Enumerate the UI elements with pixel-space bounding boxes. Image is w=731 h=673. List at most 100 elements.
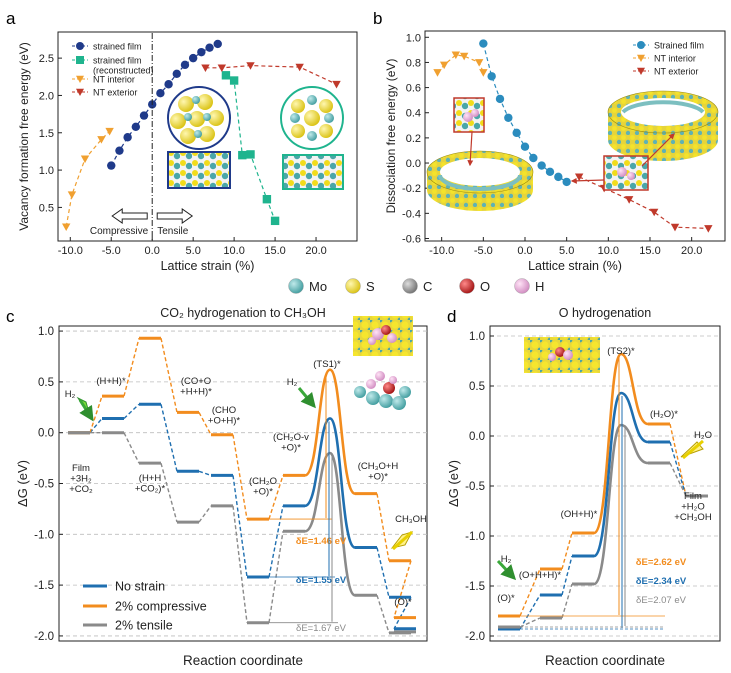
h2-arrow-icon-c1 [76, 396, 94, 422]
chart-c-co2-hydrogenation: -2.0 -1.5 -1.0 -0.5 0.0 0.5 1.0 CO₂ hydrogenati… [15, 306, 428, 668]
level-connector [232, 434, 248, 520]
y-tick-label: -1.0 [34, 529, 54, 541]
data-point [97, 136, 106, 144]
h2-label: H₂ [65, 389, 76, 400]
panel-label-a: a [6, 9, 16, 28]
level-connector [89, 418, 103, 434]
data-point [115, 146, 124, 155]
y-tick-label: 0.2 [406, 133, 421, 145]
delta-e-label: δE=1.55 eV [296, 575, 347, 586]
x-tick-label: 5.0 [559, 245, 574, 257]
data-point [624, 196, 634, 204]
data-point [246, 150, 255, 159]
data-point [238, 150, 247, 160]
legend-label: NT interior [93, 75, 135, 85]
chart-b-dissociation-energy: -10.0 -5.0 0.0 5.0 10.0 15.0 20.0 -0.6 -0.4 -0.2 0… [384, 30, 726, 273]
chart-d-o-hydrogenation: -2.0 -1.5 -1.0 -0.5 0.0 0.5 1.0 O hydrogenation… [446, 306, 721, 668]
state-label: (O+H+H)* [519, 570, 562, 581]
legend-marker [637, 54, 645, 62]
state-label: H₂O [694, 430, 712, 441]
y-tick-label: 0.4 [406, 108, 421, 120]
state-label: (CH₂O-v +O)* [273, 432, 309, 454]
level-connector [198, 470, 212, 477]
level-connector [198, 505, 212, 523]
y-tick-label: -0.6 [402, 233, 421, 245]
level-connector [393, 596, 412, 630]
level-connector [393, 560, 412, 618]
chart-title: O hydrogenation [559, 306, 651, 320]
y-axis-label: Vacancy formation free energy (eV) [17, 42, 31, 231]
level-connector [561, 583, 573, 619]
data-point [574, 173, 584, 182]
state-label: (CO+O +H+H)* [180, 376, 212, 398]
level-connector [519, 617, 541, 628]
data-point [164, 80, 173, 89]
series-line-0 [110, 43, 218, 166]
atom-legend: Mo S C O H [288, 278, 544, 294]
data-point [512, 128, 521, 138]
level-connector [232, 505, 248, 623]
state-label: Film +3H₂ +CO₂ [69, 463, 93, 495]
data-point [188, 53, 198, 63]
y-tick-label: -1.5 [34, 580, 54, 592]
y-axis-label: ΔG (eV) [446, 460, 461, 507]
y-tick-label: 0.8 [406, 57, 421, 69]
data-point [479, 69, 488, 77]
panel-label-d: d [447, 307, 456, 326]
inset-a-strained-top-view [167, 86, 231, 150]
data-point [537, 161, 546, 170]
data-point [217, 64, 227, 73]
data-point [545, 167, 555, 177]
data-point [172, 69, 181, 79]
y-tick-label: -0.5 [465, 481, 485, 493]
atom-label: C [423, 279, 432, 294]
legend-marker [637, 41, 645, 49]
atom-h-icon [514, 278, 530, 294]
legend-label: NT exterior [93, 88, 137, 98]
legend-label: strained film (reconstructed) [93, 56, 154, 76]
data-point [197, 47, 206, 57]
x-tick-label: 20.0 [305, 245, 326, 257]
x-axis-label: Lattice strain (%) [528, 259, 622, 273]
y-tick-label: 0.0 [469, 431, 485, 443]
h2-arrow-icon-c2 [297, 387, 316, 409]
data-point [670, 223, 680, 232]
x-tick-label: 10.0 [598, 245, 619, 257]
data-point [433, 69, 442, 77]
level-connector [268, 475, 284, 520]
y-tick-label: -1.0 [465, 531, 485, 543]
data-point [105, 127, 114, 136]
level-connector [268, 505, 284, 578]
y-tick-label: -1.5 [465, 581, 485, 593]
h2-arrow-icon-d [496, 559, 517, 581]
ts-barrier-curve [304, 417, 356, 549]
data-point [262, 195, 272, 204]
legend-marker [637, 67, 645, 75]
state-label: (H+H)* [96, 376, 126, 387]
inset-b-nanotube-exterior [570, 90, 719, 191]
y-tick-label: -0.2 [402, 183, 421, 195]
legend-marker [76, 56, 84, 64]
data-point [451, 51, 461, 60]
x-axis-label: Reaction coordinate [183, 653, 303, 668]
data-point [221, 71, 231, 80]
legend-marker [76, 88, 84, 96]
delta-e-label: δE=1.67 eV [296, 623, 347, 634]
data-point [704, 225, 713, 233]
y-tick-label: 1.0 [469, 331, 485, 343]
inset-a-strained-side-view [167, 151, 231, 189]
state-label: (H+H +CO₂)* [135, 473, 166, 495]
level-connector [123, 338, 140, 397]
data-point [201, 64, 210, 73]
ts-barrier-curve [592, 352, 649, 535]
state-label: (CH₂O +O)* [249, 476, 277, 498]
state-label: (O)* [497, 593, 515, 604]
level-connector [376, 493, 390, 561]
data-point [504, 113, 513, 122]
panel-label-b: b [373, 9, 382, 28]
data-point [67, 191, 77, 199]
ts-barrier-curve [592, 391, 649, 558]
x-tick-label: 0.0 [517, 245, 532, 257]
compressive-arrow-icon [111, 208, 148, 224]
chart-title: CO₂ hydrogenation to CH₃OH [160, 306, 326, 320]
